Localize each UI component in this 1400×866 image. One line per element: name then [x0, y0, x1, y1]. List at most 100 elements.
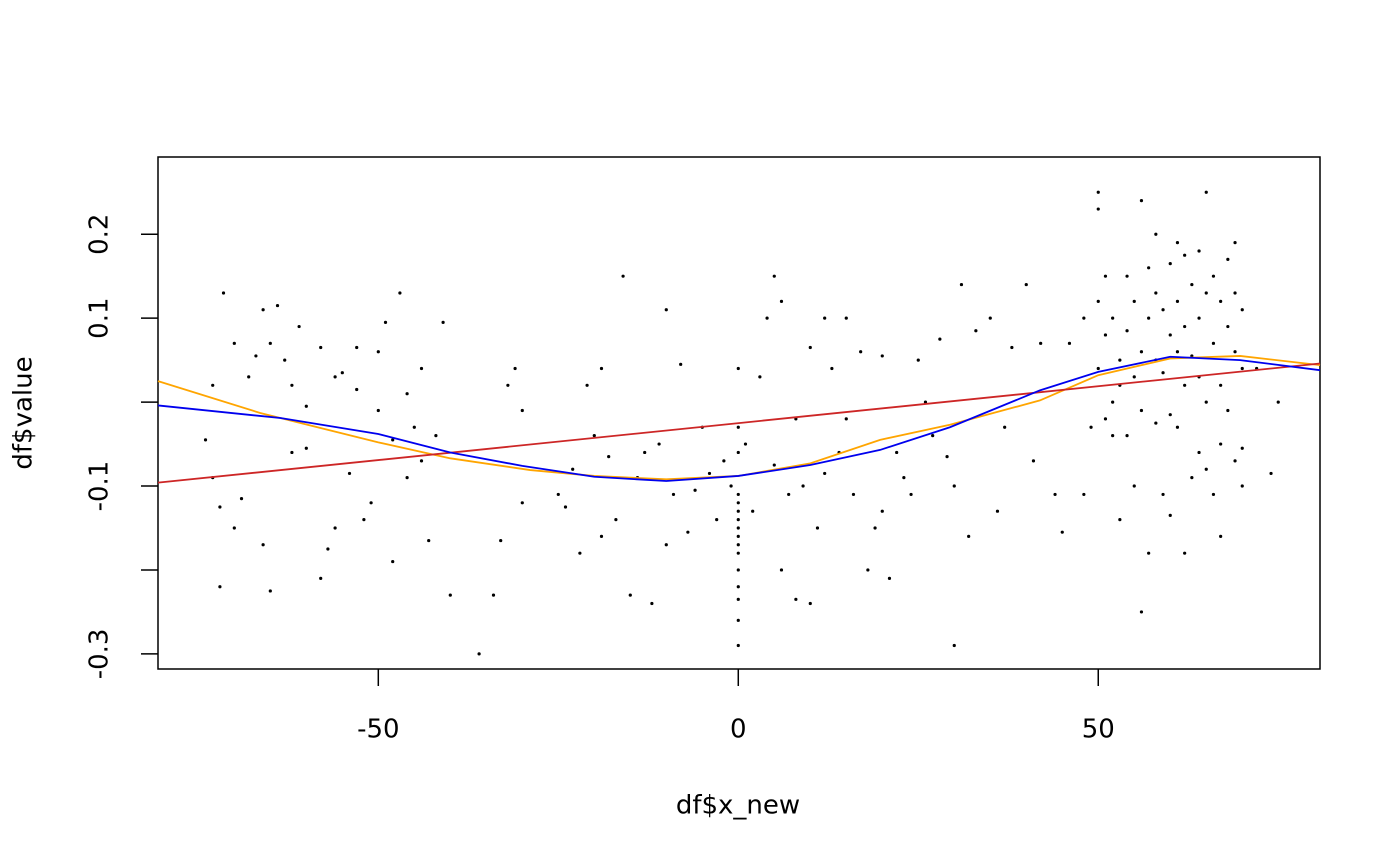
point [736, 492, 740, 497]
point [333, 526, 337, 530]
point [1103, 417, 1108, 421]
point [585, 383, 589, 387]
point [736, 568, 740, 572]
point [268, 341, 272, 345]
fit-line [157, 355, 1321, 481]
point [268, 589, 272, 593]
point [1269, 471, 1273, 476]
point [693, 488, 697, 492]
x-tick-label: 0 [730, 715, 747, 745]
point [679, 362, 683, 366]
point [218, 585, 222, 589]
point [1233, 241, 1237, 245]
point [1103, 333, 1108, 337]
point [319, 345, 323, 350]
point [491, 593, 496, 597]
point [1175, 350, 1180, 354]
point [736, 450, 740, 455]
point [1039, 341, 1043, 345]
point [1125, 274, 1129, 278]
point [376, 350, 380, 354]
point [1132, 375, 1136, 379]
point [1168, 513, 1172, 518]
point [1190, 354, 1194, 358]
point [261, 543, 265, 547]
point [333, 375, 337, 379]
point [1204, 190, 1208, 194]
point [945, 455, 949, 459]
point [477, 652, 481, 656]
point [938, 337, 942, 341]
point [283, 358, 287, 362]
point [614, 517, 618, 522]
point [297, 324, 301, 329]
x-tick-label: 50 [1082, 715, 1115, 745]
point [506, 383, 510, 387]
point [952, 643, 956, 648]
point [952, 484, 956, 488]
point [419, 459, 424, 463]
point [427, 538, 431, 543]
point [520, 501, 524, 505]
point [347, 471, 352, 476]
point [1053, 492, 1057, 497]
point [650, 601, 654, 606]
point [1118, 358, 1122, 362]
point [383, 320, 388, 324]
point [736, 425, 740, 429]
point [959, 282, 964, 287]
point [1219, 534, 1223, 538]
point [607, 455, 611, 459]
point [657, 442, 661, 446]
point [1197, 249, 1201, 253]
point [1111, 400, 1115, 404]
x-axis-label: df$x_new [676, 791, 800, 821]
point [736, 509, 740, 513]
point [1010, 345, 1014, 350]
point [398, 291, 402, 295]
point [1219, 383, 1223, 387]
point [355, 387, 359, 392]
point [1125, 329, 1129, 333]
point [1154, 421, 1158, 425]
point [823, 316, 827, 320]
point [880, 509, 884, 513]
point [1190, 282, 1194, 287]
point [1161, 371, 1165, 375]
point [772, 463, 776, 467]
point [808, 345, 812, 350]
point [1096, 366, 1100, 371]
point [751, 509, 755, 513]
point [887, 576, 892, 580]
point [794, 597, 798, 601]
y-axis-label: df$value [9, 356, 39, 469]
point [376, 408, 380, 413]
point [1226, 257, 1230, 261]
point [643, 450, 647, 455]
point [851, 492, 856, 497]
point [1139, 199, 1144, 203]
point [873, 526, 877, 530]
point [736, 366, 740, 371]
point [1154, 232, 1158, 236]
point [1161, 308, 1165, 312]
point [1132, 299, 1136, 303]
point [513, 366, 517, 371]
point [736, 534, 740, 538]
point [232, 341, 236, 345]
point [499, 538, 503, 543]
point [1103, 274, 1108, 278]
point [736, 551, 740, 555]
y-tick-label: -0.3 [85, 629, 115, 680]
point [247, 375, 251, 379]
point [923, 400, 928, 404]
point [1096, 299, 1100, 303]
point [758, 375, 762, 379]
point [909, 492, 913, 497]
point [931, 434, 935, 438]
point [571, 467, 575, 471]
point [823, 471, 827, 476]
point [405, 476, 409, 480]
point [736, 618, 740, 622]
